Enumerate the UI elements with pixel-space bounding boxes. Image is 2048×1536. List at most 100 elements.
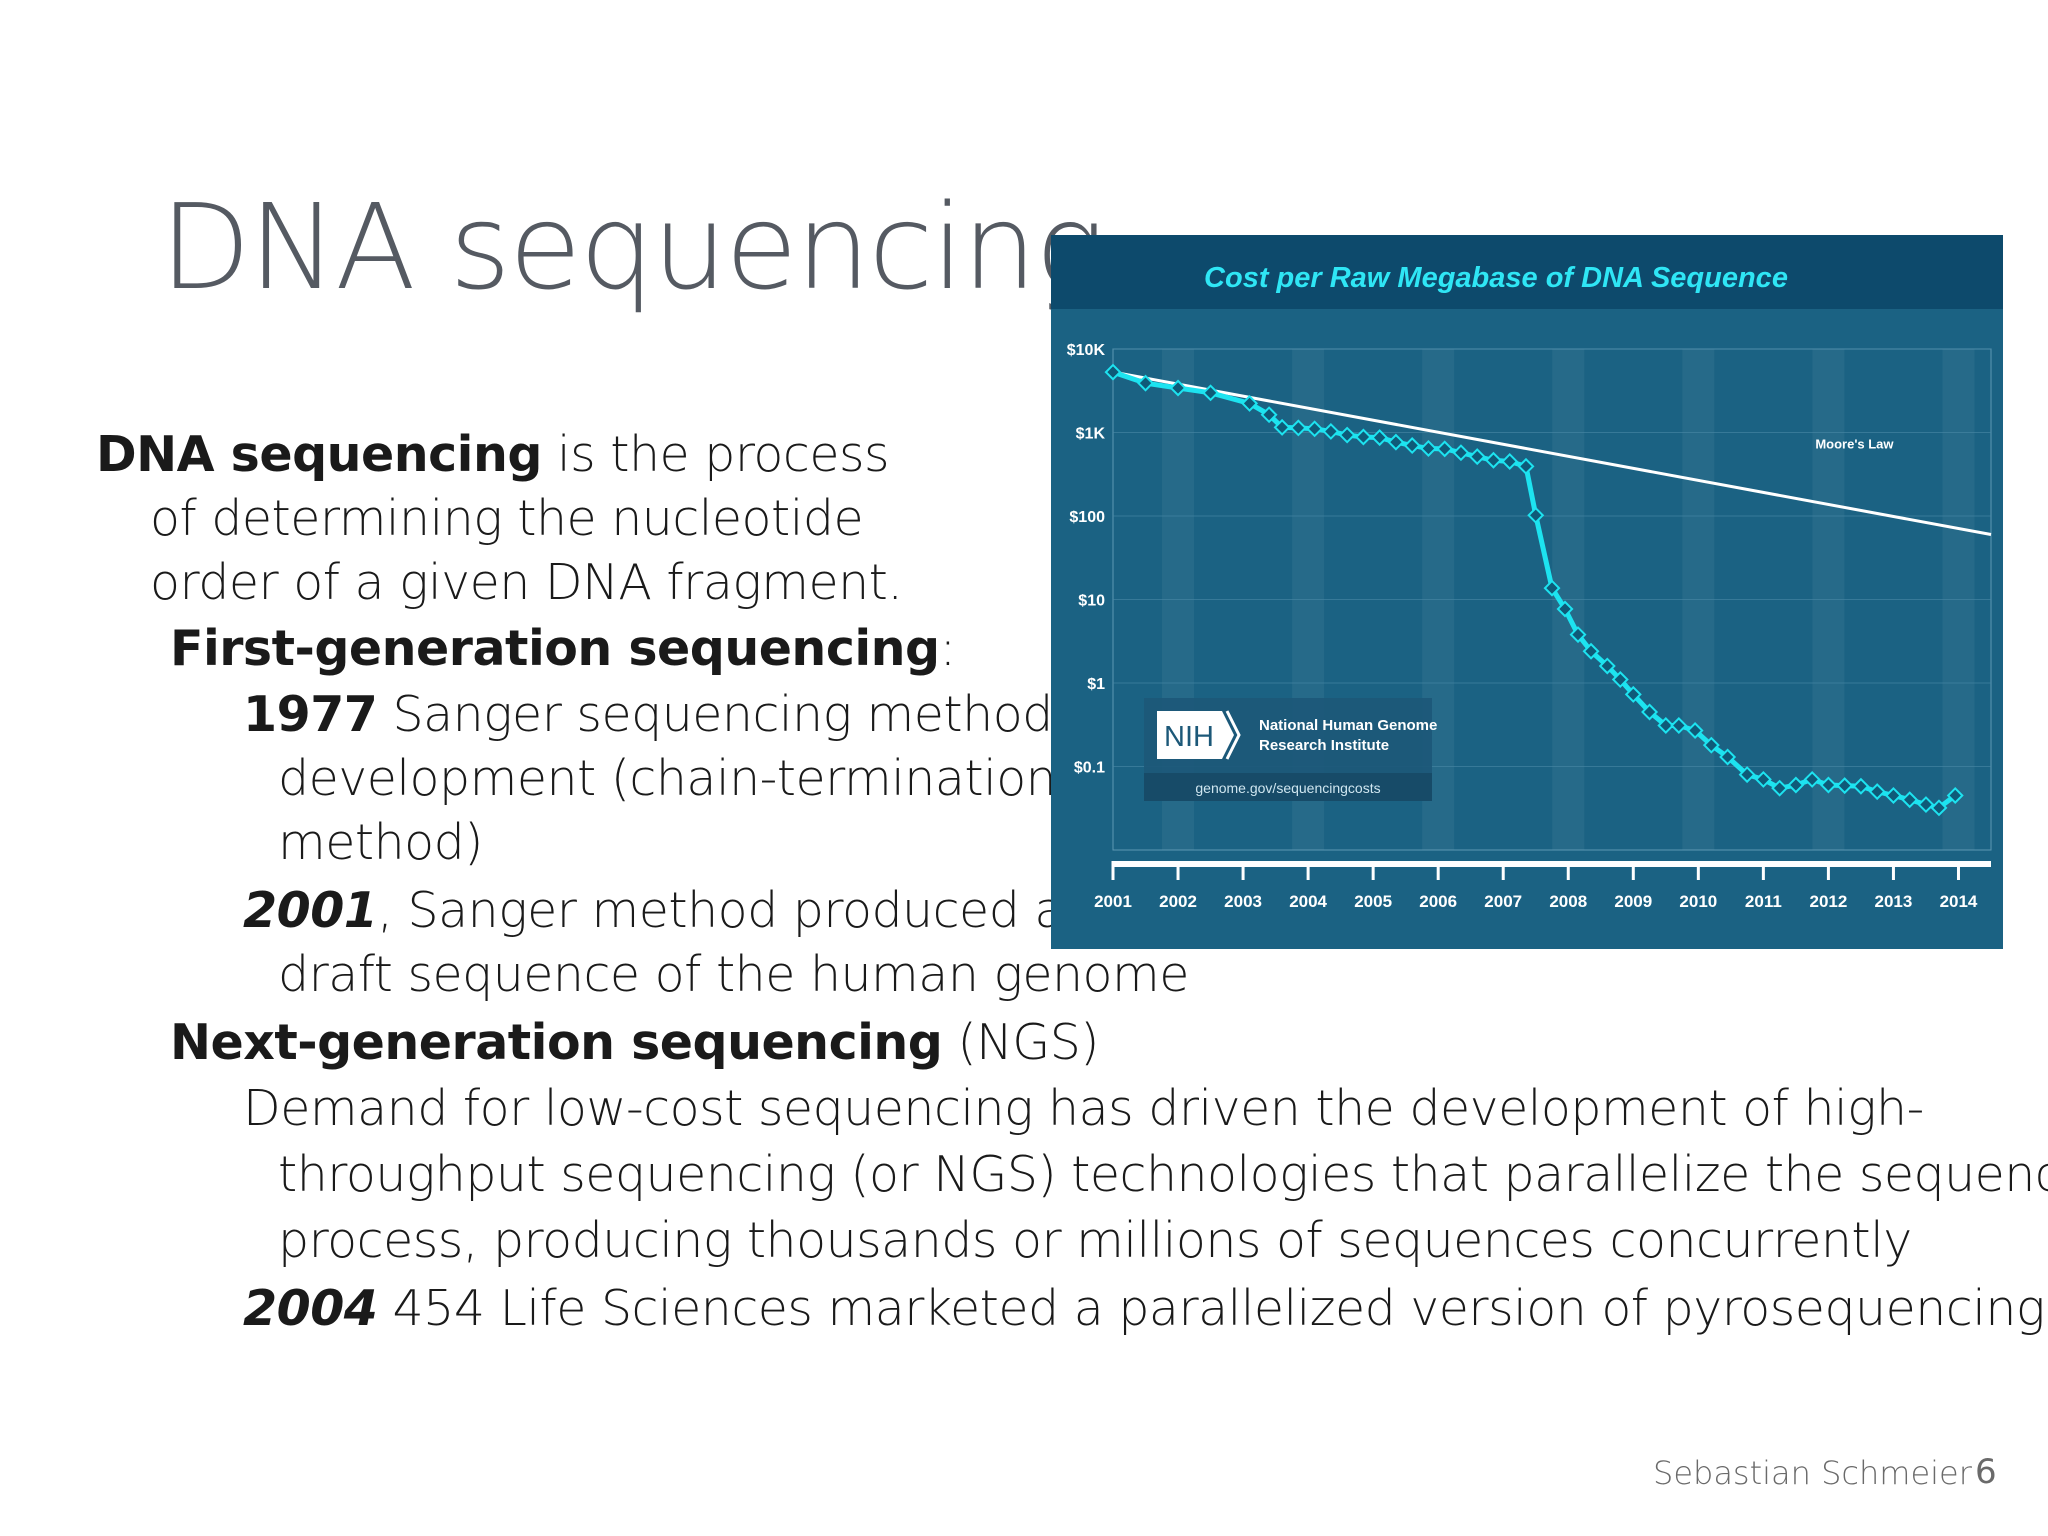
cost-data-point [1354,428,1372,446]
cost-data-point [1611,671,1629,689]
x-tick-label: 2013 [1875,892,1913,911]
chart-title: Cost per Raw Megabase of DNA Sequence [1204,262,1788,294]
cost-data-point [1917,796,1935,814]
cost-data-point [1338,426,1356,444]
definition-line-2: of determining the nucleotide [150,490,864,547]
cost-data-point [1468,448,1486,466]
ngs-heading: Next-generation sequencing (NGS) [170,1014,1099,1071]
moores-law-label: Moore's Law [1815,436,1894,451]
y-tick-label: $1 [1087,676,1105,693]
x-tick-label: 2010 [1679,892,1717,911]
cost-data-point [1719,748,1737,766]
slide-title: DNA sequencing [160,178,1106,316]
cost-data-point [1930,799,1948,817]
x-axis-bar [1113,861,1991,867]
nih-logo-chevron [1225,710,1241,760]
y-tick-label: $1K [1076,426,1106,443]
x-tick-label: 2005 [1354,892,1392,911]
cost-data-point [1598,657,1616,675]
cost-data-point [1452,444,1470,462]
chart-x-axis: 2001 2002 2003 2004 2005 2006 2007 2008 2009 2010… [1094,861,1991,911]
cost-data-point [1419,439,1437,457]
cost-data-point [1501,452,1519,470]
cost-data-point [1868,783,1886,801]
cost-data-point [1169,379,1187,397]
x-tick-label: 2004 [1289,892,1327,911]
y2001-line-2: draft sequence of the human genome [278,946,1189,1003]
year-2004: 2004 [243,1280,378,1337]
cost-data-point [1371,429,1389,447]
cost-data-point [1543,579,1561,597]
y1977-line-2: development (chain-termination [278,750,1057,807]
x-tick-label: 2002 [1159,892,1197,911]
cost-data-point [1403,437,1421,455]
chart-background [1051,235,2003,949]
cost-data-point [1517,457,1535,475]
cost-data-point [1884,786,1902,804]
moores-law-line [1112,370,1992,536]
cost-data-point [1104,363,1122,381]
y2004-line: 2004 454 Life Sciences marketed a parall… [243,1280,2045,1337]
cost-data-point [1657,716,1675,734]
cost-data-point [1702,736,1720,754]
definition-line-1: DNA sequencing is the process [96,426,890,483]
cost-data-point [1289,419,1307,437]
nih-logo-url-band [1144,773,1432,801]
cost-data-point [1306,420,1324,438]
x-tick-label: 2012 [1809,892,1847,911]
cost-data-point [1484,451,1502,469]
cost-data-point [1137,374,1155,392]
nih-logo-org-line1: National Human Genome [1259,717,1437,734]
x-tick-label: 2014 [1940,892,1978,911]
cost-data-point [1754,770,1772,788]
cost-data-point [1852,777,1870,795]
nih-logo-abbr: NIH [1164,721,1214,753]
demand-line-1: Demand for low-cost sequencing has drive… [243,1080,1924,1137]
cost-data-point [1582,642,1600,660]
cost-data-point [1641,703,1659,721]
x-tick-label: 2009 [1614,892,1652,911]
nih-logo: NIH National Human Genome Research Insti… [1144,698,1437,801]
nih-logo-url: genome.gov/sequencingcosts [1195,780,1380,796]
cost-data-point [1241,394,1259,412]
cost-data-point [1819,776,1837,794]
cost-data-point [1387,433,1405,451]
cost-data-point [1771,779,1789,797]
footer-page-number: 6 [1975,1452,1997,1492]
cost-data-point [1569,626,1587,644]
demand-line-2: throughput sequencing (or NGS) technolog… [278,1146,2048,1203]
y1977-line-3: method) [278,814,483,871]
x-tick-label: 2008 [1549,892,1587,911]
x-tick-label: 2011 [1745,892,1782,911]
y-tick-label: $100 [1069,509,1105,526]
footer-author: Sebastian Schmeier [1653,1454,1972,1492]
cost-data-point [1787,776,1805,794]
chart-title-band [1051,235,2003,309]
y2001-line-1: 2001, Sanger method produced a [243,882,1064,939]
y1977-line-1: 1977 Sanger sequencing method [243,686,1053,743]
cost-data-point [1670,716,1688,734]
cost-data-point [1322,422,1340,440]
cost-chart: Cost per Raw Megabase of DNA Sequence $1… [1051,235,2003,949]
y-tick-label: $10K [1067,342,1106,359]
year-1977: 1977 [243,686,378,743]
cost-data-point [1202,384,1220,402]
chart-series: Moore's Law [1104,363,1992,817]
cost-data-point [1556,600,1574,618]
cost-chart-svg: Cost per Raw Megabase of DNA Sequence $1… [1051,235,2003,949]
definition-line-3: order of a given DNA fragment. [150,554,903,611]
cost-data-point [1273,418,1291,436]
x-tick-label: 2007 [1484,892,1522,911]
cost-data-point [1686,721,1704,739]
definition-term: DNA sequencing [96,426,542,483]
cost-data-point [1836,777,1854,795]
x-tick-label: 2006 [1419,892,1457,911]
nih-logo-badge [1157,711,1234,759]
cost-data-point [1901,791,1919,809]
y-tick-label: $0.1 [1074,760,1105,777]
cost-data-point [1436,440,1454,458]
year-2001: 2001 [243,882,378,939]
cost-data-point [1803,770,1821,788]
y-tick-label: $10 [1078,593,1105,610]
cost-data-point [1738,766,1756,784]
